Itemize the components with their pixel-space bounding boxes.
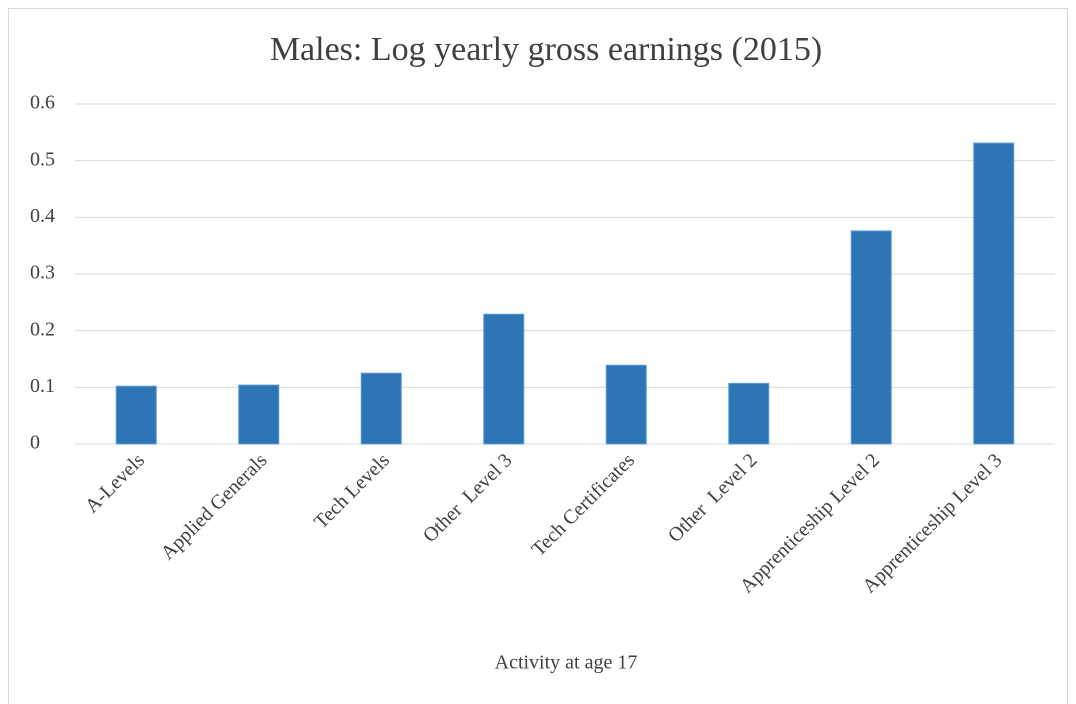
bar [973,142,1015,445]
bar [115,385,157,445]
bar [483,313,525,445]
chart-border [8,8,1068,704]
y-tick-label: 0.5 [30,148,55,170]
bar [728,382,770,445]
x-axis-title: Activity at age 17 [495,652,638,674]
bar [850,230,892,445]
y-tick-label: 0.3 [30,262,55,284]
y-tick-label: 0.4 [30,205,55,227]
chart-title: Males: Log yearly gross earnings (2015) [270,31,822,68]
y-tick-label: 0.2 [30,318,55,340]
bar [360,372,402,445]
y-tick-label: 0.1 [30,375,55,397]
y-tick-label: 0.6 [30,92,55,114]
y-tick-label: 0 [30,432,40,454]
bar [238,384,280,445]
bar [605,364,647,445]
